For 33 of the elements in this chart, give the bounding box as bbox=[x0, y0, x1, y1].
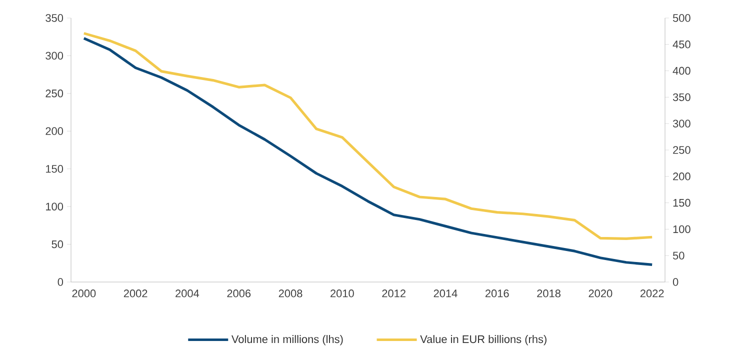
y-tick-label: 300 bbox=[46, 52, 64, 60]
y2-tick-label: 250 bbox=[673, 146, 690, 154]
x-tick-label: 2018 bbox=[537, 290, 560, 298]
y2-tick-label: 350 bbox=[672, 93, 690, 102]
y-tick-label: 200 bbox=[46, 127, 64, 136]
y2-tick-label: 150 bbox=[673, 198, 690, 207]
y-tick-label: 50 bbox=[52, 240, 64, 248]
x-tick-label: 2000 bbox=[72, 290, 96, 298]
y2-tick-label: 50 bbox=[672, 252, 684, 260]
y2-tick-label: 300 bbox=[672, 120, 690, 128]
y-tick-label: 350 bbox=[46, 14, 64, 22]
y-tick-label: 100 bbox=[46, 202, 64, 210]
y2-tick-label: 0 bbox=[672, 278, 678, 286]
x-tick-label: 2016 bbox=[485, 290, 509, 298]
y2-tick-label: 450 bbox=[672, 40, 690, 48]
x-tick-label: 2022 bbox=[640, 290, 664, 298]
y2-tick-label: 500 bbox=[672, 14, 690, 22]
x-tick-label: 2012 bbox=[382, 290, 406, 298]
y2-tick-label: 100 bbox=[673, 225, 690, 234]
y2-tick-label: 400 bbox=[672, 66, 690, 75]
x-tick-label: 2008 bbox=[278, 290, 302, 298]
y-tick-label: 0 bbox=[58, 278, 64, 286]
x-tick-label: 2002 bbox=[124, 290, 148, 298]
legend-label: Volume in millions (lhs) bbox=[231, 335, 343, 346]
y-tick-label: 250 bbox=[46, 90, 64, 98]
x-tick-label: 2006 bbox=[227, 290, 251, 298]
legend-label: Value in EUR billions (rhs) bbox=[420, 335, 546, 346]
x-tick-label: 2020 bbox=[588, 290, 612, 298]
y2-tick-label: 200 bbox=[673, 172, 690, 180]
y-tick-label: 150 bbox=[46, 164, 64, 173]
x-tick-label: 2004 bbox=[176, 290, 200, 298]
x-tick-label: 2014 bbox=[434, 290, 458, 298]
x-tick-label: 2010 bbox=[330, 290, 354, 298]
